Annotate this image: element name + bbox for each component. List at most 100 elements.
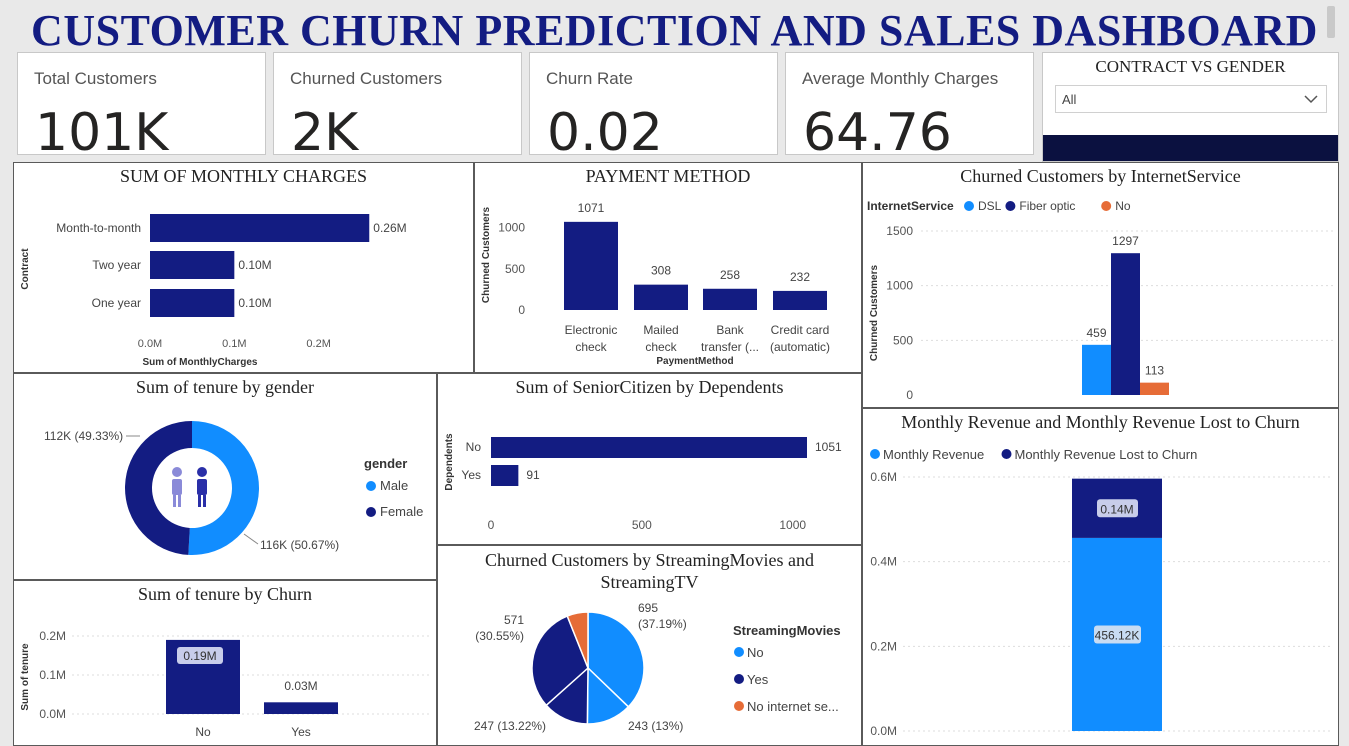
legend-label: Monthly Revenue Lost to Churn (1015, 447, 1198, 462)
dashboard-header: CUSTOMER CHURN PREDICTION AND SALES DASH… (0, 0, 1349, 55)
bar (564, 221, 618, 310)
kpi-label: Total Customers (34, 69, 157, 88)
legend-label: No (1115, 199, 1131, 213)
legend-label: Yes (747, 672, 769, 687)
person-body (197, 479, 207, 495)
revenue-panel: Monthly Revenue and Monthly Revenue Lost… (862, 408, 1339, 746)
kpi-total-customers: Total Customers 101K (17, 52, 266, 163)
legend-label: No internet se... (747, 699, 839, 714)
legend-title: StreamingMovies (733, 623, 841, 638)
data-label: 456.12K (1095, 628, 1140, 642)
revenue-chart: Monthly Revenue Monthly Revenue Lost to C… (870, 447, 1333, 738)
category-label: transfer (... (701, 340, 759, 354)
chart-title: Sum of tenure by gender (136, 377, 314, 397)
male-female-icon (172, 467, 207, 507)
category-label: Yes (461, 468, 481, 482)
y-tick-label: 0.0M (870, 724, 897, 738)
person-body (172, 479, 182, 495)
data-label: 112K (49.33%) (44, 429, 123, 443)
monthly-charges-panel: SUM OF MONTHLY CHARGES 0.0M 0.1M 0.2M Month… (13, 162, 474, 373)
bar (491, 465, 519, 486)
kpi-value: 0.02 (547, 103, 663, 163)
data-label: 571 (504, 613, 524, 627)
y-tick-label: 0.2M (39, 629, 66, 643)
legend-label: Female (380, 504, 423, 519)
kpi-value: 64.76 (803, 103, 952, 163)
tenure-gender-panel: Sum of tenure by gender 116K (50.67%) 112… (13, 373, 437, 580)
y-tick-label: 0.6M (870, 470, 897, 484)
category-label: check (645, 340, 677, 354)
data-label: 116K (50.67%) (260, 538, 339, 552)
leader-line (243, 533, 259, 545)
x-tick-label: 0.0M (138, 338, 162, 350)
bar (150, 251, 235, 279)
chart-title-line1: Churned Customers by StreamingMovies and (485, 550, 814, 570)
legend-marker (1005, 201, 1016, 211)
y-tick-label: 0.1M (39, 668, 66, 682)
legend-title: InternetService (867, 199, 954, 213)
kpi-churn-rate: Churn Rate 0.02 (529, 52, 778, 163)
category-label: No (466, 440, 482, 454)
donut-slice (125, 421, 192, 555)
person-head (197, 467, 207, 477)
category-label: No (195, 725, 211, 739)
legend-label: Monthly Revenue (883, 447, 984, 462)
senior-dependents-chart: 0 500 1000 No 1051 Yes 91 Dependents (444, 433, 842, 532)
y-tick-label: 0.4M (870, 555, 897, 569)
person-head (172, 467, 182, 477)
data-label: 1297 (1112, 234, 1139, 248)
slicer-dropdown[interactable]: All (1055, 85, 1327, 113)
y-axis-title: Dependents (444, 433, 455, 491)
legend-title: gender (364, 456, 407, 471)
x-tick-label: 0.1M (222, 338, 246, 350)
y-tick-label: 0.2M (870, 639, 897, 653)
y-tick-label: 0 (518, 303, 525, 317)
pie-slice (531, 615, 589, 707)
y-tick-label: 1500 (886, 224, 913, 238)
data-label: 247 (13.22%) (474, 719, 546, 733)
tenure-gender-chart: 116K (50.67%) 112K (49.33%) gender Male Fema… (44, 421, 423, 555)
y-tick-label: 1000 (886, 279, 913, 293)
person-leg (198, 495, 201, 507)
tenure-churn-panel: Sum of tenure by Churn 0.0M 0.1M 0.2M No Yes… (13, 580, 437, 746)
legend-marker (964, 201, 974, 211)
bar (264, 702, 338, 714)
chart-title-line2: StreamingTV (600, 572, 699, 592)
y-tick-label: 500 (893, 333, 913, 347)
x-tick-label: 1000 (779, 518, 806, 532)
chart-title: PAYMENT METHOD (585, 166, 751, 186)
x-axis-title: Sum of MonthlyCharges (142, 357, 257, 368)
scrollbar[interactable] (1327, 6, 1335, 38)
y-axis-title: Churned Customers (869, 265, 880, 362)
streaming-chart: 695 (37.19%) 243 (13%) 247 (13.22%) 571 (30.5… (474, 601, 841, 733)
kpi-churned-customers: Churned Customers 2K (273, 52, 522, 163)
category-label: (automatic) (770, 340, 830, 354)
tenure-churn-chart: 0.0M 0.1M 0.2M No Yes 0.19M 0.03M Sum of tenure (20, 629, 432, 739)
y-tick-label: 0.0M (39, 707, 66, 721)
legend-marker (734, 674, 744, 684)
slicer-footer-band (1043, 135, 1338, 161)
data-label: 232 (790, 270, 810, 284)
y-axis-title: Churned Customers (481, 207, 492, 304)
legend-marker (870, 449, 880, 459)
data-label: 0.14M (1100, 502, 1133, 516)
internet-service-chart: InternetService DSL Fiber optic No 0 500 1000 1… (867, 199, 1333, 402)
payment-method-chart: 0 500 1000 1071 Electronic check 308 Mailed chec… (481, 201, 830, 367)
chart-title: Churned Customers by InternetService (960, 166, 1241, 186)
legend-marker (734, 701, 744, 711)
data-label: 1051 (815, 440, 842, 454)
monthly-charges-chart: 0.0M 0.1M 0.2M Month-to-month 0.26M Two year 0… (20, 214, 407, 368)
slicer-title: CONTRACT VS GENDER (1095, 57, 1286, 76)
legend-marker (1001, 449, 1012, 459)
legend-marker (1101, 201, 1112, 211)
legend-marker (366, 481, 376, 491)
person-leg (178, 495, 181, 507)
person-leg (173, 495, 176, 507)
data-label: 113 (1145, 364, 1164, 378)
streaming-panel: Churned Customers by StreamingMovies and… (437, 545, 862, 746)
data-label: (30.55%) (475, 629, 524, 643)
bar (150, 289, 235, 317)
donut-slice (188, 421, 260, 555)
data-label: 0.10M (238, 296, 271, 310)
category-label: check (575, 340, 607, 354)
